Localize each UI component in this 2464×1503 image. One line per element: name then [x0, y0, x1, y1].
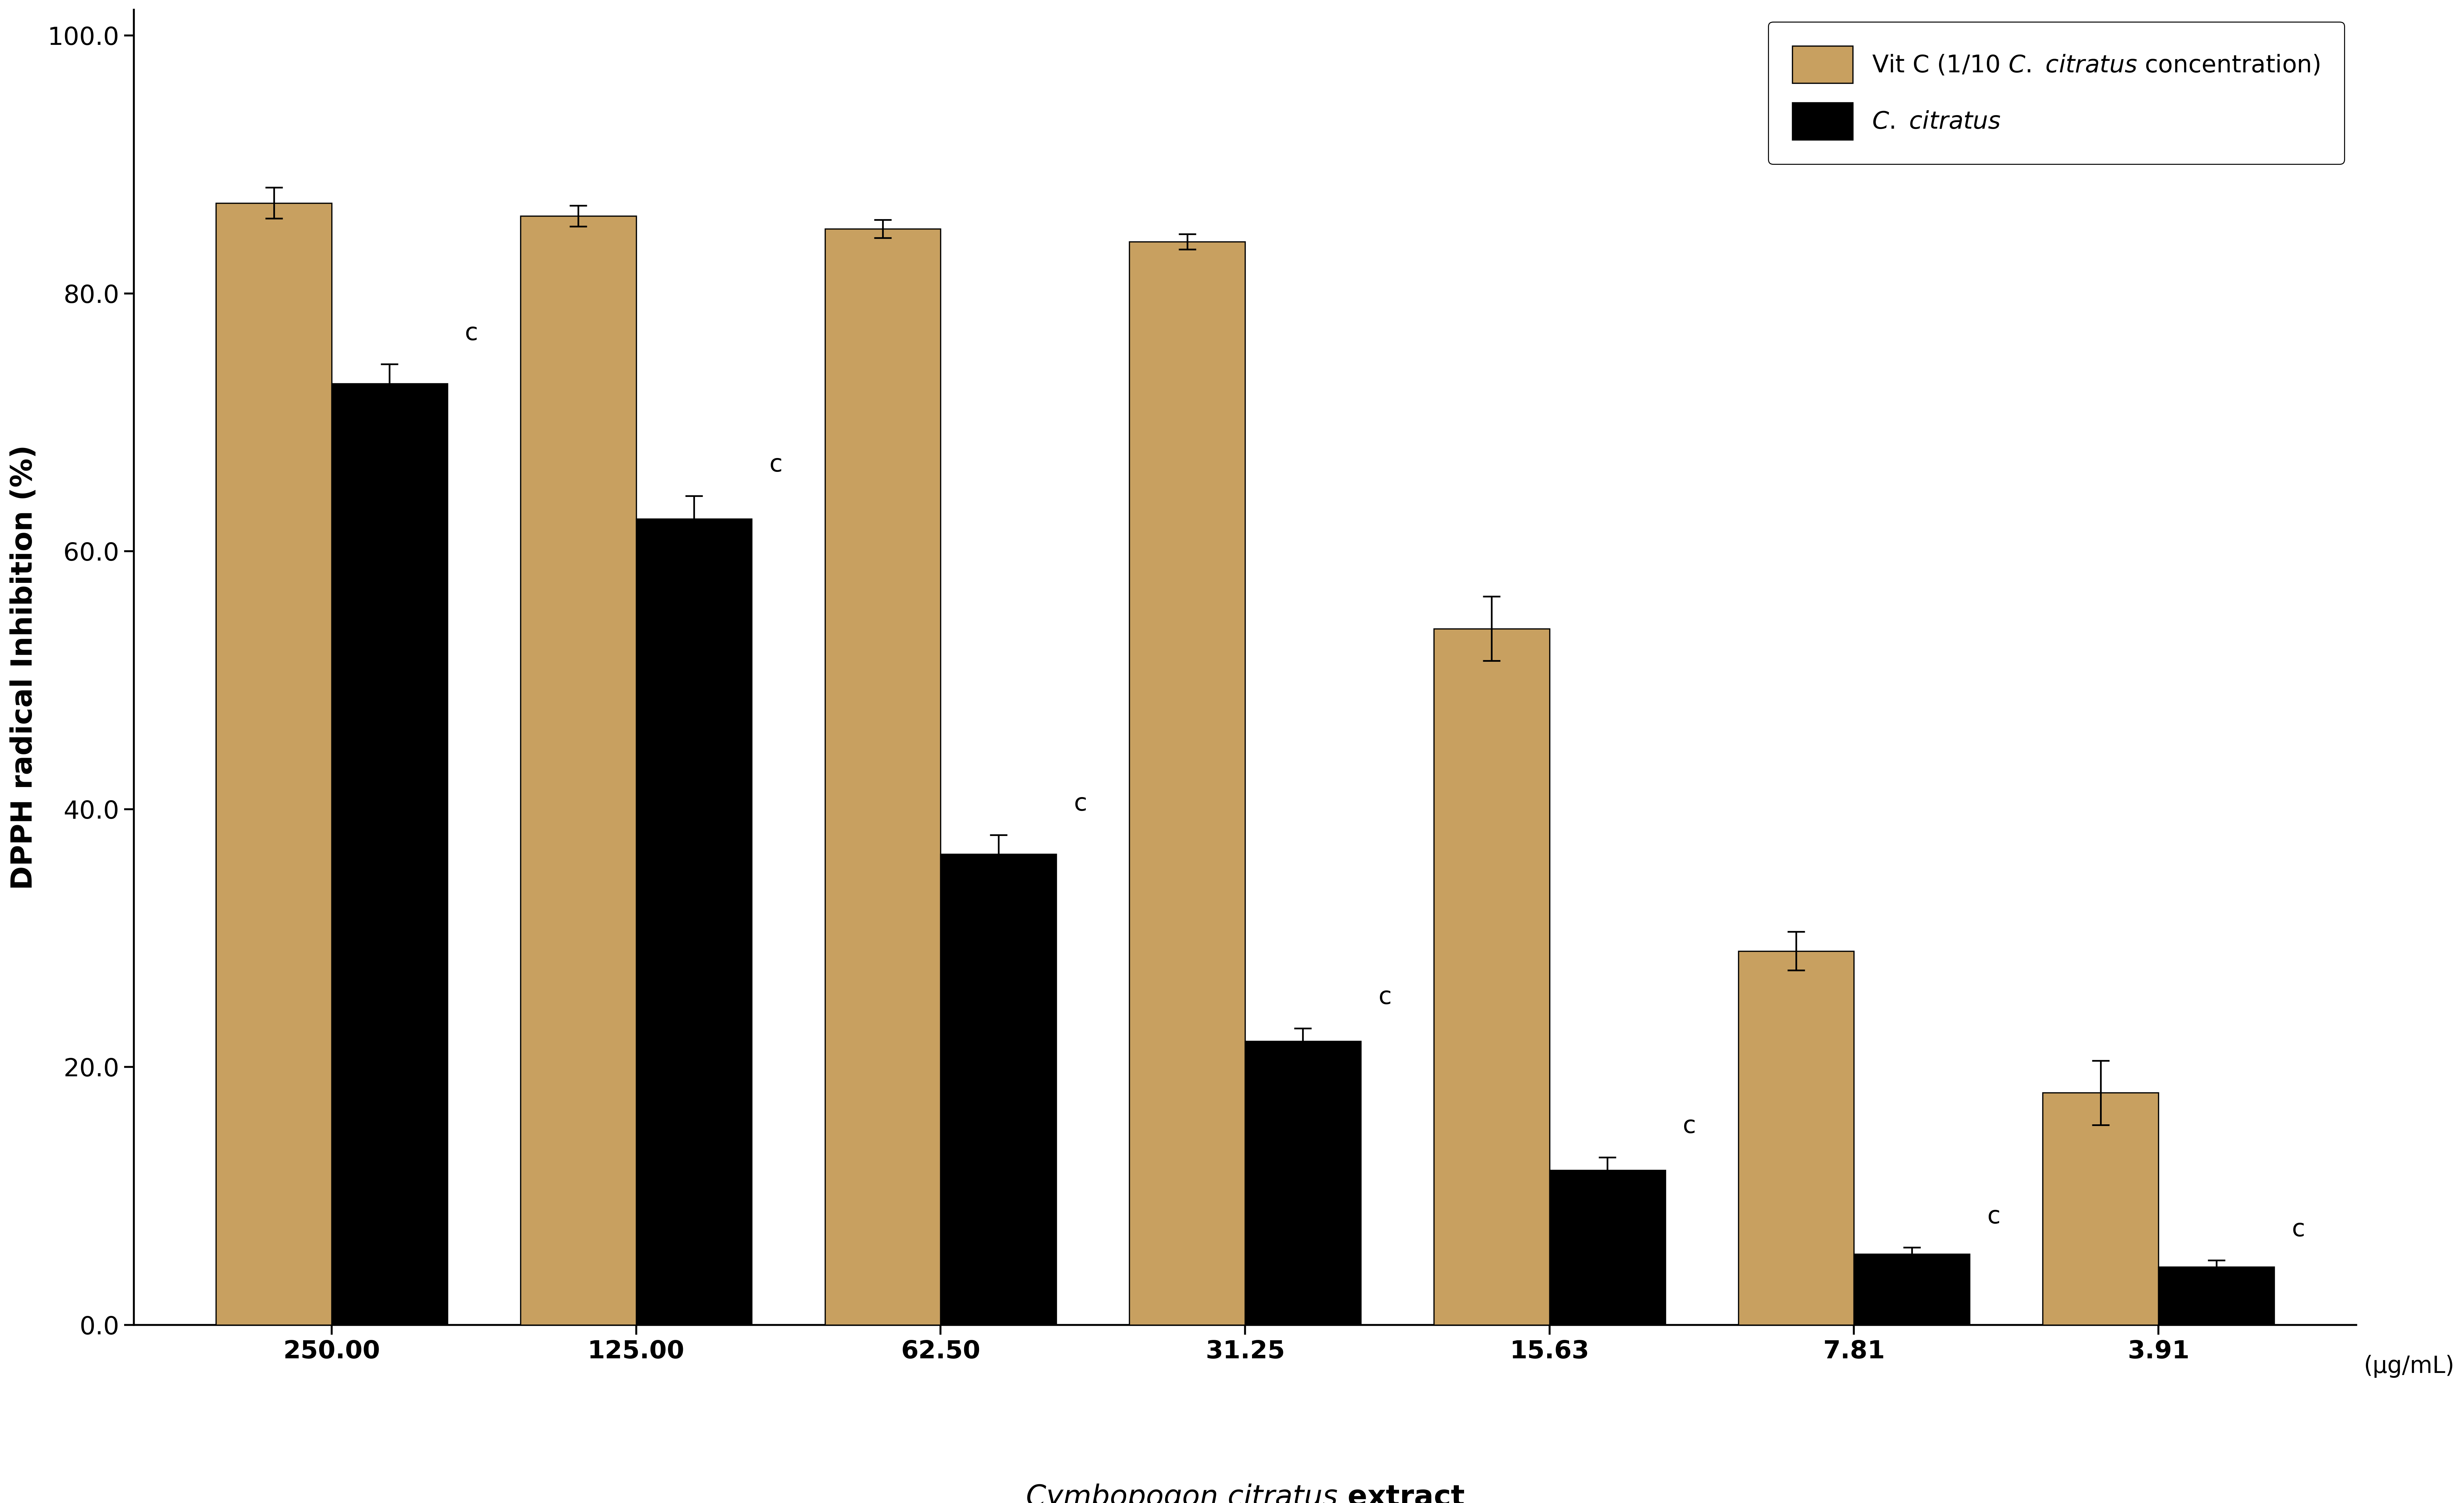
Bar — [520, 216, 636, 1326]
Bar — [941, 854, 1057, 1326]
Bar — [1550, 1171, 1666, 1326]
Bar — [636, 519, 752, 1326]
Legend: Vit C (1/10 $\mathit{C.\ citratus}$ concentration), $\mathit{C.\ citratus}$: Vit C (1/10 $\mathit{C.\ citratus}$ conc… — [1769, 21, 2343, 164]
Bar — [1244, 1042, 1360, 1326]
Text: c: c — [1986, 1205, 2001, 1228]
Bar — [217, 203, 333, 1326]
Text: c: c — [769, 452, 784, 476]
Text: (µg/mL): (µg/mL) — [2363, 1354, 2454, 1378]
Bar — [1434, 628, 1550, 1326]
Bar — [1737, 951, 1853, 1326]
Text: c: c — [466, 322, 478, 344]
Bar — [825, 228, 941, 1326]
Bar — [1129, 242, 1244, 1326]
Text: $\mathit{Cymbopogon\ citratus}$ extract: $\mathit{Cymbopogon\ citratus}$ extract — [1025, 1483, 1464, 1503]
Text: c: c — [2292, 1217, 2304, 1241]
Bar — [2158, 1267, 2274, 1326]
Text: c: c — [1074, 792, 1087, 816]
Text: c: c — [1377, 986, 1392, 1009]
Bar — [2043, 1093, 2158, 1326]
Y-axis label: DPPH radical Inhibition (%): DPPH radical Inhibition (%) — [10, 445, 37, 890]
Bar — [333, 383, 448, 1326]
Text: c: c — [1683, 1115, 1695, 1138]
Bar — [1853, 1254, 1969, 1326]
